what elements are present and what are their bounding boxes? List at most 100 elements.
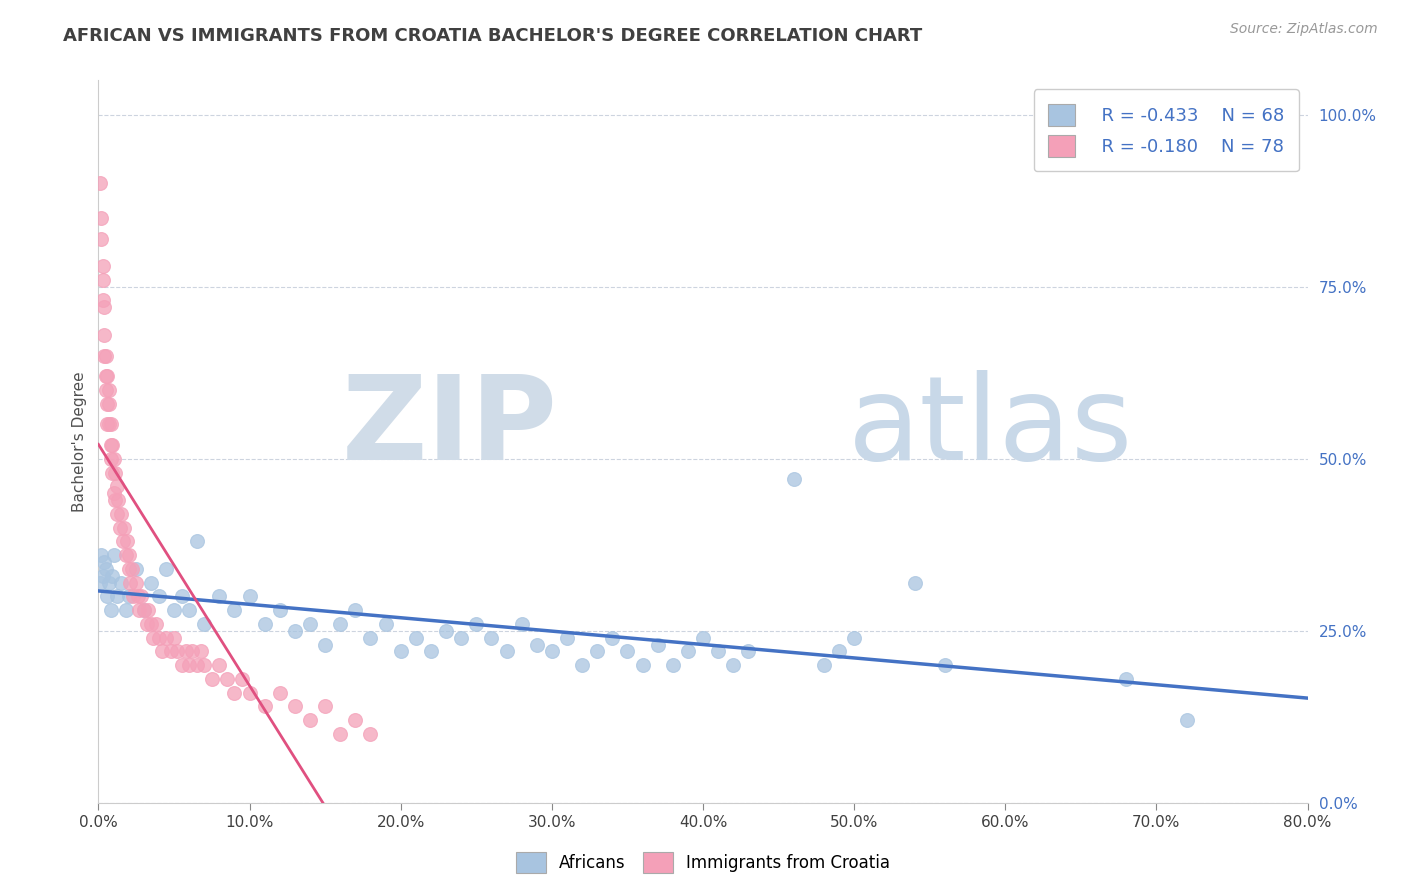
Point [108,520,131,534]
Point [1115,672,1137,686]
Point [110,575,132,590]
Point [269,603,291,617]
Point [89,575,111,590]
Point [155,562,177,576]
Point [813,658,835,673]
Point [94,369,117,384]
Point [186,534,208,549]
Point [101,438,124,452]
Point [1175,713,1198,727]
Point [96,397,118,411]
Y-axis label: Bachelor's Degree: Bachelor's Degree [72,371,87,512]
Point [661,658,683,673]
Point [98,397,121,411]
Point [125,575,148,590]
Point [284,699,307,714]
Point [100,451,122,466]
Point [128,603,150,617]
Point [132,603,155,617]
Point [118,590,141,604]
Point [111,534,134,549]
Point [208,658,231,673]
Point [190,644,212,658]
Text: atlas: atlas [848,369,1133,484]
Point [105,590,128,604]
Point [148,590,170,604]
Point [101,568,124,582]
Point [120,575,142,590]
Point [934,658,956,673]
Point [141,575,163,590]
Point [104,466,127,480]
Point [239,686,262,700]
Point [91,293,114,308]
Point [224,603,246,617]
Point [844,631,866,645]
Point [96,369,118,384]
Point [112,520,135,534]
Point [91,259,114,273]
Point [100,603,122,617]
Point [179,603,201,617]
Point [103,548,125,562]
Point [360,727,382,741]
Point [201,672,224,686]
Point [602,631,624,645]
Point [253,616,276,631]
Point [586,644,609,658]
Point [155,631,177,645]
Point [904,575,927,590]
Point [481,631,503,645]
Point [118,562,141,576]
Text: AFRICAN VS IMMIGRANTS FROM CROATIA BACHELOR'S DEGREE CORRELATION CHART: AFRICAN VS IMMIGRANTS FROM CROATIA BACHE… [63,27,922,45]
Point [253,699,276,714]
Point [269,686,291,700]
Point [723,658,745,673]
Point [90,548,112,562]
Point [208,590,231,604]
Point [96,417,118,432]
Point [616,644,638,658]
Point [360,631,382,645]
Point [540,644,562,658]
Point [193,616,215,631]
Point [118,548,141,562]
Point [141,616,163,631]
Point [148,631,170,645]
Point [239,590,262,604]
Point [98,575,121,590]
Point [91,568,114,582]
Point [150,644,173,658]
Point [98,383,121,397]
Point [193,658,215,673]
Point [121,562,143,576]
Legend:   R = -0.433    N = 68,   R = -0.180    N = 78: R = -0.433 N = 68, R = -0.180 N = 78 [1033,89,1299,171]
Point [170,590,193,604]
Point [284,624,307,638]
Point [145,616,167,631]
Point [329,727,352,741]
Point [93,301,115,315]
Point [737,644,759,658]
Point [89,177,111,191]
Legend: Africans, Immigrants from Croatia: Africans, Immigrants from Croatia [509,846,897,880]
Point [299,616,322,631]
Point [93,555,115,569]
Point [555,631,578,645]
Point [98,417,121,432]
Point [314,638,336,652]
Point [526,638,548,652]
Point [114,603,136,617]
Point [186,658,208,673]
Point [676,644,699,658]
Point [215,672,238,686]
Point [103,486,125,500]
Point [174,644,197,658]
Point [170,658,193,673]
Point [510,616,533,631]
Point [389,644,412,658]
Point [692,631,714,645]
Point [314,699,336,714]
Point [231,672,253,686]
Point [104,493,127,508]
